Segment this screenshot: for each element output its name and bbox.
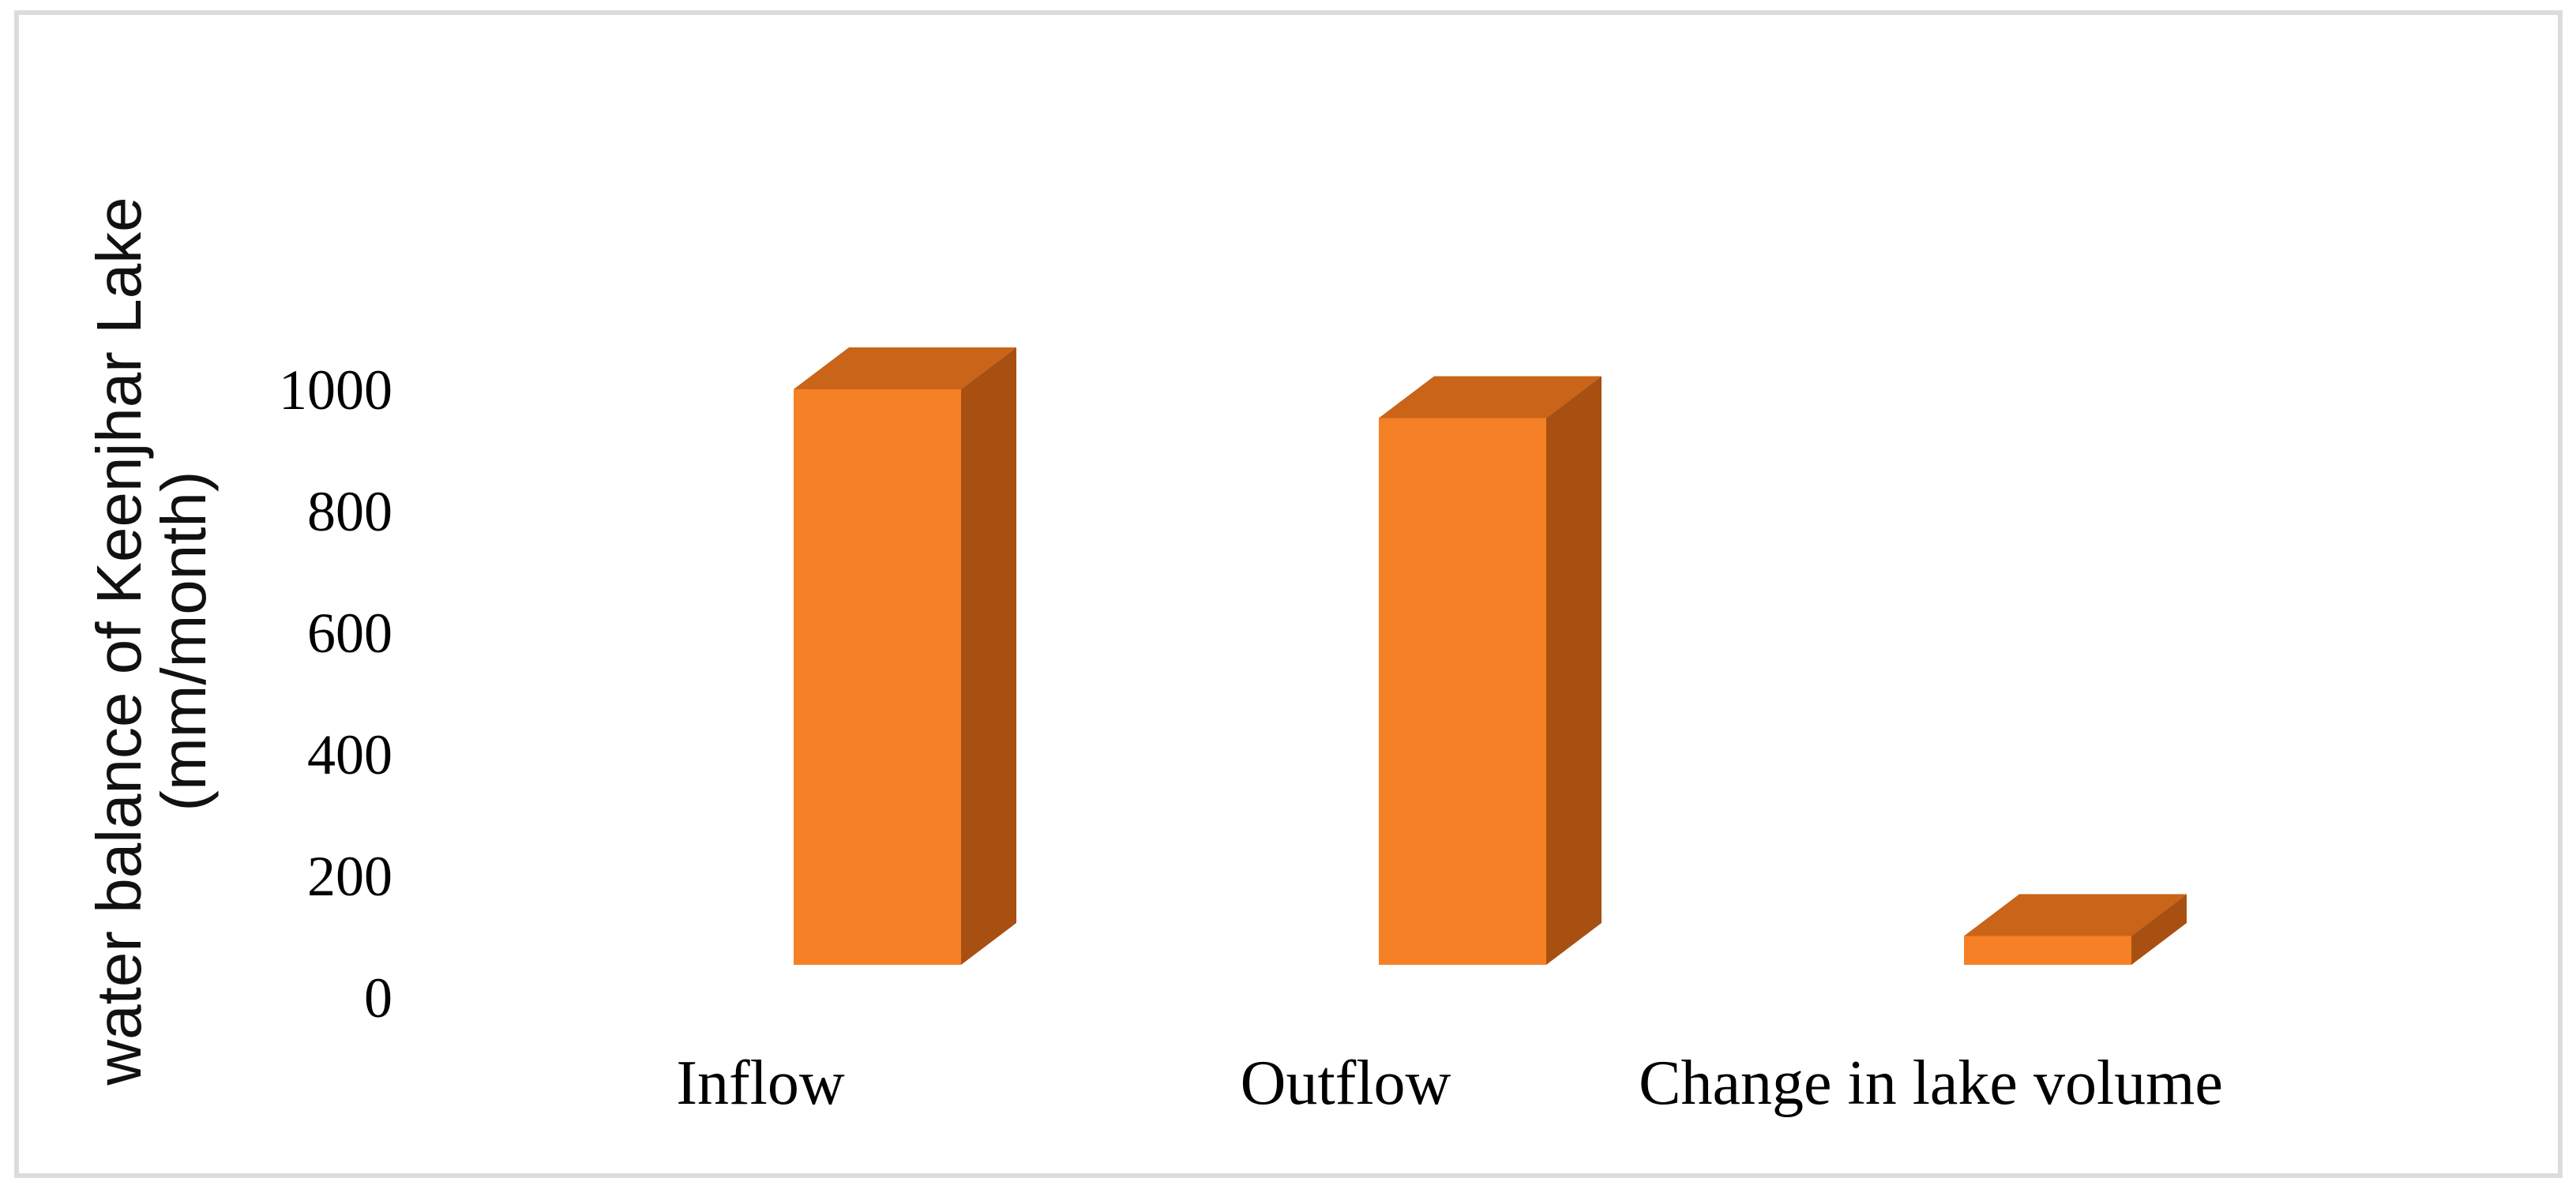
bar-front-face [1379, 418, 1546, 965]
chart-frame-border [14, 10, 2563, 1178]
y-tick-600: 600 [307, 602, 392, 665]
bar-side-face [2131, 894, 2187, 965]
y-tick-0: 0 [364, 966, 392, 1030]
category-label-change-in-lake-volume: Change in lake volume [1639, 1049, 2223, 1118]
y-axis-tick-labels: 1000 800 600 400 200 0 [279, 358, 392, 1030]
bars-group [794, 347, 2187, 965]
x-axis-category-labels: Inflow Outflow Change in lake volume [676, 1049, 2223, 1118]
category-label-inflow: Inflow [676, 1049, 845, 1118]
bar-top-face [1379, 376, 1602, 418]
bar-front-face [1964, 936, 2131, 965]
bar-side-face [1546, 376, 1602, 965]
y-axis-title-line-1: water balance of Keenjhar Lake [84, 197, 154, 1086]
bar-outflow [1379, 376, 1602, 965]
bar-change-in-lake-volume [1964, 894, 2187, 965]
y-axis-title-line-2: (mm/month) [148, 471, 219, 811]
bar-side-face [961, 347, 1016, 965]
bar-front-face [794, 389, 961, 965]
y-axis-title: water balance of Keenjhar Lake (mm/month… [84, 197, 219, 1086]
bar-top-face [794, 347, 1016, 389]
bar-inflow [794, 347, 1016, 965]
y-tick-400: 400 [307, 723, 392, 786]
category-label-outflow: Outflow [1241, 1049, 1451, 1118]
y-tick-1000: 1000 [279, 358, 392, 422]
y-tick-800: 800 [307, 480, 392, 543]
bar-top-face [1964, 894, 2187, 936]
y-tick-200: 200 [307, 845, 392, 908]
